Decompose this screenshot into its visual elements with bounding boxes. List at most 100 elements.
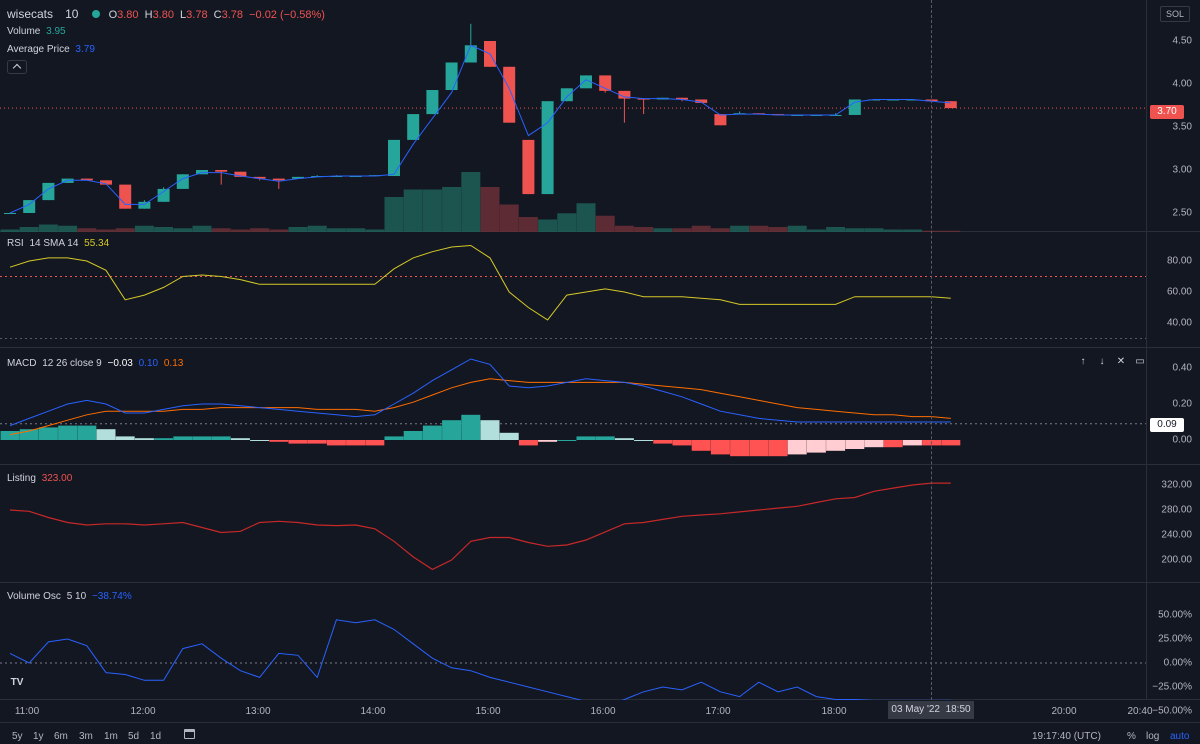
log-toggle[interactable]: log (1146, 731, 1160, 742)
volume-legend[interactable]: Volume 3.95 (7, 26, 69, 37)
currency-badge[interactable]: SOL (1160, 6, 1190, 22)
volume-bar (691, 225, 711, 232)
volume-bar (864, 228, 884, 232)
range-1y[interactable]: 1y (33, 731, 44, 742)
volume-bar (154, 227, 174, 232)
volume-bar (749, 225, 769, 232)
maximize-pane-icon[interactable]: ▭ (1135, 356, 1145, 367)
range-5y[interactable]: 5y (12, 731, 23, 742)
listing-pane[interactable]: 320.00 280.00 240.00 200.00 Listing 323.… (0, 465, 1200, 583)
percent-toggle[interactable]: % (1127, 731, 1136, 742)
time-axis[interactable] (0, 700, 1146, 722)
volume-bar (461, 172, 481, 232)
macd-histogram-bar (0, 431, 20, 440)
rsi-axis[interactable]: 80.00 60.00 40.00 (1146, 232, 1200, 347)
date-range-calendar-icon[interactable] (184, 729, 195, 739)
volume-bar (941, 230, 961, 232)
volume-bar (19, 227, 39, 232)
listing-legend[interactable]: Listing 323.00 (7, 473, 75, 484)
range-1d[interactable]: 1d (150, 731, 162, 742)
move-pane-down-icon[interactable]: ↓ (1099, 356, 1105, 367)
macd-histogram-bar (806, 440, 826, 453)
volume-osc-legend[interactable]: Volume Osc 5 10 −38.74% (7, 591, 135, 602)
range-6m[interactable]: 6m (54, 731, 68, 742)
macd-histogram-bar (346, 440, 366, 446)
candle-body (349, 176, 362, 178)
price-axis[interactable]: 4.50 4.00 3.50 3.00 2.50 (1146, 0, 1200, 231)
volume-osc-chart[interactable] (0, 583, 1146, 700)
macd-histogram-bar (211, 436, 231, 440)
average-price-legend[interactable]: Average Price 3.79 (7, 44, 98, 55)
price-chart[interactable] (0, 0, 1146, 232)
volume-bar (499, 204, 519, 232)
listing-tick: 320.00 (1161, 479, 1192, 491)
close-pane-icon[interactable]: ✕ (1116, 356, 1126, 367)
macd-histogram-bar (749, 440, 769, 457)
volume-osc-pane[interactable]: 50.00% 25.00% 0.00% −25.00% −50.00% Volu… (0, 583, 1200, 717)
volume-bar (288, 227, 308, 232)
macd-histogram-bar (576, 436, 596, 440)
collapse-legend-button[interactable] (7, 60, 27, 74)
rsi-params: 14 SMA 14 (29, 238, 79, 249)
range-3m[interactable]: 3m (79, 731, 93, 742)
move-pane-up-icon[interactable]: ↑ (1080, 356, 1086, 367)
interval-label[interactable]: 10 (65, 7, 79, 21)
rsi-pane[interactable]: 80.00 60.00 40.00 RSI 14 SMA 14 55.34 (0, 232, 1200, 348)
listing-chart[interactable] (0, 465, 1146, 583)
macd-histogram-bar (672, 440, 692, 446)
volume-bar (77, 228, 97, 232)
macd-line (9, 358, 951, 427)
macd-pane[interactable]: 0.40 0.20 0.00 0.09 MACD 12 26 close 9 −… (0, 348, 1200, 465)
volume-bar (557, 213, 577, 232)
change-value: −0.02 (−0.58%) (249, 9, 325, 21)
volume-bar (806, 229, 826, 232)
macd-axis[interactable]: 0.40 0.20 0.00 (1146, 348, 1200, 464)
open-label: O (108, 9, 118, 21)
macd-histogram-bar (115, 436, 135, 440)
macd-histogram-bar (326, 440, 346, 446)
volume-bar (614, 225, 634, 232)
macd-histogram-bar (845, 440, 865, 449)
high-value: 3.80 (152, 9, 174, 21)
candle-body (272, 178, 285, 181)
utc-clock[interactable]: 19:17:40 (UTC) (1032, 731, 1101, 742)
symbol-name[interactable]: wisecats (7, 7, 54, 21)
volume-bar (307, 225, 327, 232)
auto-toggle[interactable]: auto (1170, 731, 1190, 742)
macd-histogram-bar (499, 432, 519, 440)
macd-histogram-bar (58, 425, 78, 440)
symbol-legend[interactable]: wisecats 10 O3.80 H3.80 L3.78 C3.78 −0.0… (7, 7, 328, 21)
vo-tick: −25.00% (1152, 681, 1192, 693)
close-value: 3.78 (221, 9, 244, 21)
macd-histogram-bar (787, 440, 807, 455)
macd-params: 12 26 close 9 (42, 358, 102, 369)
candle-body (714, 114, 727, 126)
macd-histogram-bar (307, 440, 327, 444)
rsi-value: 55.34 (84, 238, 110, 249)
candle-body (157, 188, 170, 202)
candle-body (100, 180, 112, 185)
volume-bar (787, 225, 807, 232)
vo-tick: 25.00% (1158, 633, 1192, 645)
volume-osc-line (9, 619, 951, 700)
volume-bar (326, 228, 346, 232)
macd-histogram-bar (173, 436, 193, 440)
macd-legend[interactable]: MACD 12 26 close 9 −0.03 0.10 0.13 (7, 358, 186, 369)
range-5d[interactable]: 5d (128, 731, 140, 742)
rsi-chart[interactable] (0, 232, 1146, 348)
listing-axis[interactable]: 320.00 280.00 240.00 200.00 (1146, 465, 1200, 582)
macd-chart[interactable] (0, 348, 1146, 465)
macd-histogram-bar (365, 440, 385, 446)
rsi-legend[interactable]: RSI 14 SMA 14 55.34 (7, 238, 112, 249)
macd-value-macd: 0.10 (138, 358, 159, 369)
macd-histogram-bar (77, 425, 97, 440)
time-tick: 12:00 (130, 706, 156, 717)
candle-body (944, 101, 957, 109)
crosshair-vertical-line (931, 0, 932, 700)
volume-bar (115, 228, 135, 232)
listing-tick: 280.00 (1161, 504, 1192, 516)
volume-osc-axis[interactable]: 50.00% 25.00% 0.00% −25.00% −50.00% (1146, 583, 1200, 717)
range-1m[interactable]: 1m (104, 731, 118, 742)
price-pane[interactable]: 4.50 4.00 3.50 3.00 2.50 SOL 3.70 wiseca… (0, 0, 1200, 232)
macd-tick: 0.40 (1172, 362, 1192, 374)
